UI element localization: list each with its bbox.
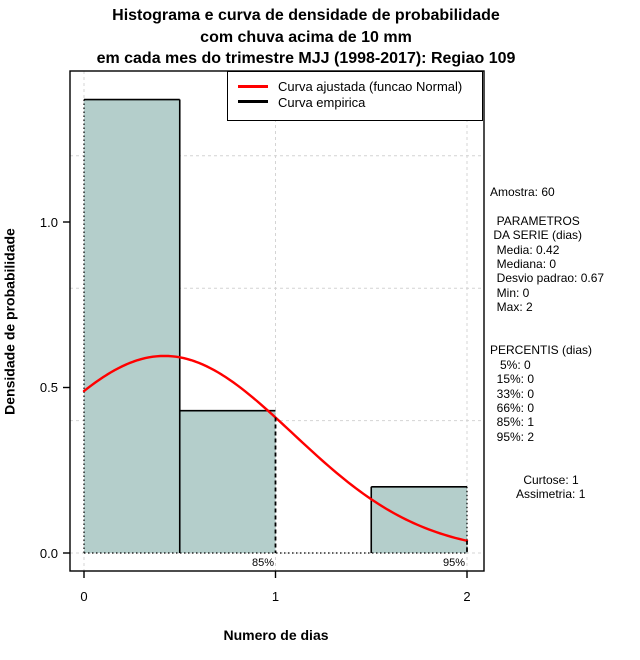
stats-line: PERCENTIS (dias) [490, 343, 593, 358]
chart-title-line3: em cada mes do trimestre MJJ (1998-2017)… [96, 50, 516, 67]
stats-line: Amostra: 60 [490, 185, 555, 199]
histogram-bar [179, 410, 276, 553]
stats-line [490, 444, 604, 458]
histogram-bar [371, 486, 467, 553]
stats-line: Max: 2 [490, 300, 533, 315]
x-axis-label: Numero de dias [223, 627, 329, 643]
legend-fitted-curve-sample [238, 85, 268, 88]
stats-line [490, 459, 604, 473]
percentile-95-label: 95% [442, 557, 465, 569]
stats-line: Desvio padrao: 0.67 [490, 271, 605, 286]
x-tick-label-0: 0 [80, 589, 88, 604]
legend-empirical-curve-sample [238, 100, 268, 103]
stats-line: Min: 0 [490, 285, 530, 300]
stats-line: 95%: 2 [490, 429, 535, 444]
stats-line: 85%: 1 [490, 415, 535, 430]
statistics-panel: Amostra: 60 PARAMETROS DA SERIE (dias) M… [490, 185, 604, 502]
fitted-normal-curve [82, 354, 469, 542]
histogram-bar [84, 99, 180, 553]
stats-line: Curtose: 1 [490, 473, 579, 488]
legend: Curva ajustada (funcao Normal) Curva emp… [227, 71, 483, 121]
legend-empirical-curve-label: Curva empirica [278, 94, 366, 110]
stats-line [490, 329, 604, 343]
stats-line: Media: 0.42 [490, 242, 560, 257]
stats-line: Mediana: 0 [490, 257, 557, 272]
chart-title-line2: com chuva acima de 10 mm [200, 28, 412, 46]
y-tick-label-1.0: 1.0 [39, 214, 58, 230]
stats-line: Assimetria: 1 [490, 487, 586, 502]
stats-line: 15%: 0 [490, 372, 535, 387]
stats-line: DA SERIE (dias) [490, 228, 583, 243]
chart-title: Histograma e curva de densidade de proba… [0, 5, 612, 70]
x-tick-label-1: 1 [271, 589, 280, 604]
stats-line: PARAMETROS [490, 213, 580, 228]
percentile-85-label: 85% [251, 557, 274, 569]
stats-line [490, 199, 604, 213]
y-tick-label-0.5: 0.5 [39, 380, 58, 395]
stats-line: 5%: 0 [490, 357, 531, 372]
y-axis-label: Densidade de probabilidade [1, 228, 18, 415]
x-tick-label-2: 2 [463, 589, 471, 604]
y-tick-label-0.0: 0.0 [39, 545, 58, 561]
legend-fitted-curve-label: Curva ajustada (funcao Normal) [278, 79, 463, 94]
chart-title-line1: Histograma e curva de densidade de proba… [112, 7, 500, 24]
stats-line: 66%: 0 [490, 401, 535, 416]
stats-line: 33%: 0 [490, 386, 535, 401]
stats-line [490, 315, 604, 329]
